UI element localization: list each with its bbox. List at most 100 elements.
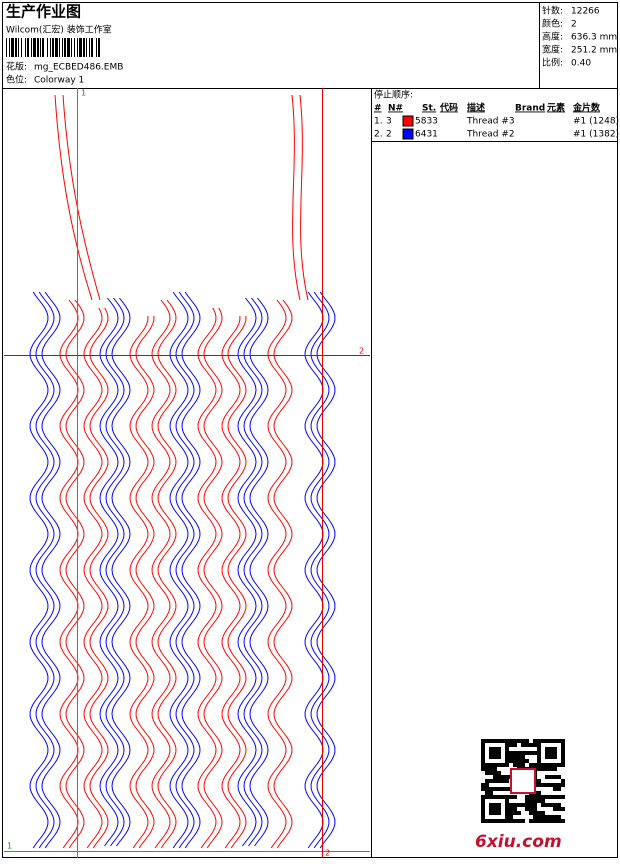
stitch-line (157, 299, 177, 849)
color-swatch (402, 128, 414, 140)
qr-cell (517, 755, 521, 759)
bar (37, 38, 39, 57)
qr-cell (561, 755, 565, 759)
qr-cell (561, 763, 565, 767)
qr-cell (509, 803, 513, 807)
qr-cell (509, 751, 513, 755)
qr-cell (485, 763, 489, 767)
qr-cell (557, 803, 561, 807)
info-value: 251.2 mm (571, 46, 617, 56)
qr-cell (553, 795, 557, 799)
qr-cell (481, 787, 485, 791)
qr-cell (489, 771, 493, 775)
qr-cell (501, 763, 505, 767)
qr-cell (553, 751, 557, 755)
qr-cell (537, 767, 541, 771)
bar (42, 38, 44, 57)
qr-cell (545, 819, 549, 823)
qr-cell (561, 819, 565, 823)
qr-cell (481, 763, 485, 767)
qr-cell (549, 815, 553, 819)
bar (47, 38, 48, 57)
qr-cell (497, 811, 501, 815)
description: Thread #3 (466, 117, 515, 127)
qr-cell (517, 739, 521, 743)
qr-cell (509, 807, 513, 811)
bar (91, 38, 93, 57)
qr-cell (513, 739, 517, 743)
qr-cell (505, 775, 509, 779)
column-header: 元素 (547, 102, 565, 114)
qr-cell (493, 763, 497, 767)
info-label: 针数: (542, 5, 563, 17)
qr-cell (525, 739, 529, 743)
qr-cell (561, 759, 565, 763)
bar (25, 38, 26, 57)
qr-cell (561, 751, 565, 755)
stitch-line (151, 299, 171, 849)
qr-cell (545, 783, 549, 787)
qr-cell (525, 743, 529, 747)
qr-cell (497, 755, 501, 759)
qr-cell (557, 787, 561, 791)
qr-cell (553, 747, 557, 751)
design-label: 花版: (6, 61, 27, 73)
qr-cell (489, 763, 493, 767)
qr-cell (481, 811, 485, 815)
qr-cell (533, 819, 537, 823)
qr-cell (485, 787, 489, 791)
qr-cell (553, 819, 557, 823)
qr-cell (493, 751, 497, 755)
qr-cell (513, 795, 517, 799)
qr-cell (513, 811, 517, 815)
info-label: 比例: (542, 57, 563, 69)
info-label: 宽度: (542, 44, 563, 56)
qr-cell (525, 751, 529, 755)
stitch-line (89, 307, 109, 849)
table-title: 停止顺序: (374, 89, 413, 101)
qr-cell (545, 803, 549, 807)
qr-cell (549, 767, 553, 771)
bar (6, 38, 7, 57)
qr-cell (529, 807, 533, 811)
qr-cell (489, 787, 493, 791)
qr-cell (485, 819, 489, 823)
qr-cell (509, 811, 513, 815)
qr-cell (497, 739, 501, 743)
qr-cell (541, 795, 545, 799)
company: Wilcom(汇宏) 装饰工作室 (6, 24, 112, 36)
qr-cell (549, 755, 553, 759)
qr-cell (505, 787, 509, 791)
qr-cell (537, 759, 541, 763)
stitch-line (65, 299, 85, 849)
qr-cell (537, 783, 541, 787)
qr-cell (549, 763, 553, 767)
qr-cell (529, 803, 533, 807)
qr-cell (561, 795, 565, 799)
stitch-line (175, 291, 195, 849)
qr-cell (481, 799, 485, 803)
qr-cell (545, 775, 549, 779)
stitch-line (203, 307, 223, 849)
qr-code (481, 739, 565, 823)
strap-line (54, 94, 93, 301)
qr-cell (553, 787, 557, 791)
stitch-line (197, 307, 217, 849)
column-header: N# (388, 104, 403, 114)
qr-cell (557, 807, 561, 811)
qr-cell (545, 755, 549, 759)
stitch-line (221, 316, 241, 849)
qr-cell (533, 743, 537, 747)
qr-cell (485, 795, 489, 799)
strap-line (299, 94, 309, 301)
stitch-line (316, 291, 336, 849)
strap-line (62, 94, 101, 301)
stitch-line (304, 291, 324, 849)
qr-cell (533, 807, 537, 811)
qr-cell (533, 795, 537, 799)
qr-cell (545, 795, 549, 799)
qr-cell (549, 783, 553, 787)
stitch-line (41, 291, 61, 849)
info-value: 0.40 (571, 59, 591, 69)
